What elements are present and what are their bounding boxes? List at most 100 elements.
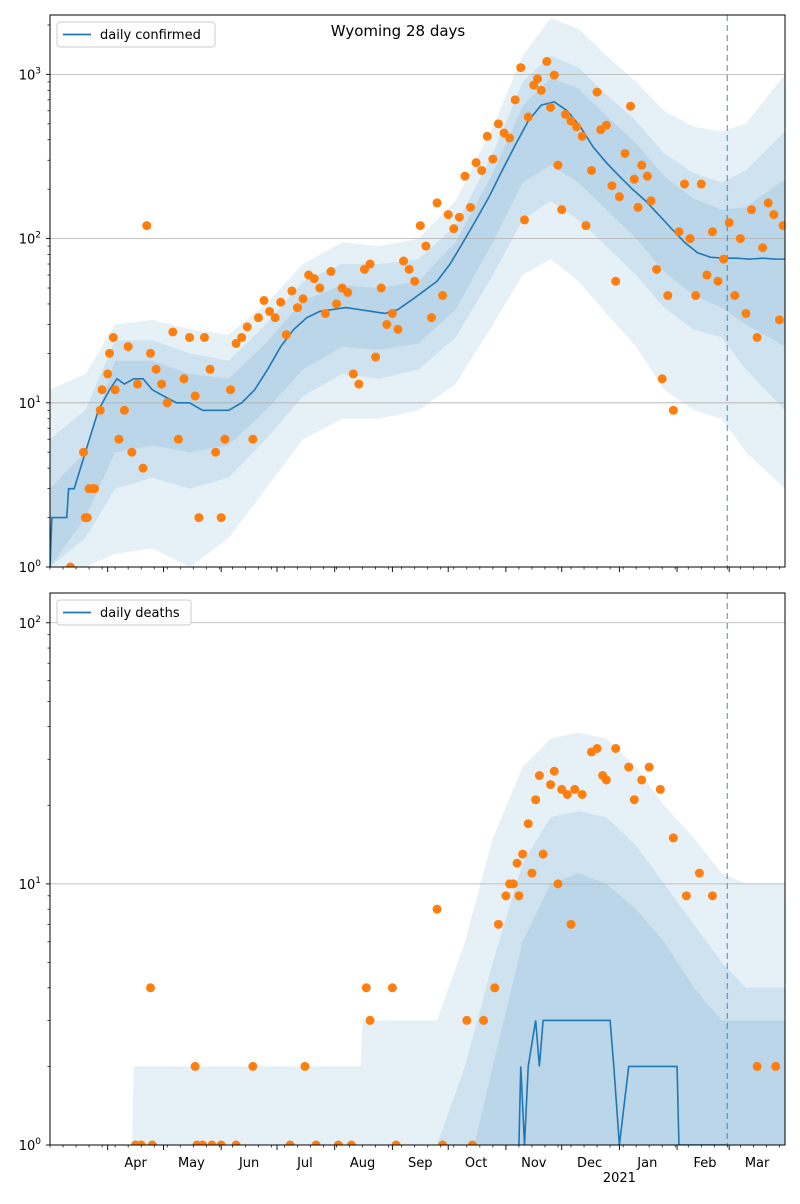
- data-point: [771, 1061, 781, 1071]
- data-point: [108, 332, 118, 342]
- data-point: [194, 513, 204, 523]
- data-point: [298, 294, 308, 304]
- data-point: [493, 119, 503, 129]
- data-point: [136, 1140, 146, 1145]
- y-tick-label: 100: [19, 1137, 42, 1154]
- data-point: [681, 891, 691, 901]
- data-point: [523, 819, 533, 829]
- x-tick-label: Jan: [636, 1156, 657, 1171]
- data-point: [724, 218, 734, 228]
- data-point: [527, 868, 537, 878]
- data-point: [553, 879, 563, 889]
- data-point: [127, 447, 137, 457]
- data-point: [443, 210, 453, 220]
- x-tick-label: Mar: [745, 1156, 770, 1171]
- data-point: [190, 391, 200, 401]
- chart-title: Wyoming 28 days: [331, 22, 466, 40]
- axes-frame: [49, 14, 786, 568]
- data-point: [490, 983, 500, 993]
- data-point: [637, 775, 647, 785]
- x-tick-label: Aug: [350, 1156, 375, 1171]
- data-point: [199, 332, 209, 342]
- data-point: [601, 120, 611, 130]
- data-point: [566, 919, 576, 929]
- data-point: [538, 849, 548, 859]
- x-tick-label: Oct: [465, 1156, 487, 1171]
- data-point: [629, 174, 639, 184]
- data-point: [680, 179, 690, 189]
- data-point: [752, 1061, 762, 1071]
- data-point: [549, 70, 559, 80]
- data-point: [82, 513, 92, 523]
- data-point: [707, 891, 717, 901]
- data-point: [542, 56, 552, 66]
- data-point: [421, 241, 431, 251]
- data-point: [637, 160, 647, 170]
- data-point: [533, 74, 543, 84]
- data-point: [259, 295, 269, 305]
- data-point: [562, 789, 572, 799]
- data-point: [668, 833, 678, 843]
- data-point: [320, 308, 330, 318]
- data-point: [477, 165, 487, 175]
- deaths-panel: 100 101 102 Apr May Jun Jul Aug Sep Oct Nov Dec Jan2…: [19, 592, 786, 1186]
- data-point: [387, 308, 397, 318]
- data-point: [553, 160, 563, 170]
- x-tick-label: Apr: [124, 1156, 147, 1171]
- data-point: [332, 299, 342, 309]
- data-point: [162, 398, 172, 408]
- data-point: [633, 202, 643, 212]
- data-point: [309, 274, 319, 284]
- data-point: [719, 254, 729, 264]
- data-point: [577, 131, 587, 141]
- outer-band: [50, 732, 785, 1145]
- data-point: [393, 324, 403, 334]
- data-point: [438, 1140, 448, 1145]
- data-point: [265, 306, 275, 316]
- data-point: [103, 369, 113, 379]
- data-point: [581, 221, 591, 231]
- legend-label: daily deaths: [100, 606, 180, 621]
- data-point: [348, 369, 358, 379]
- data-point: [536, 85, 546, 95]
- data-point: [438, 291, 448, 301]
- x-tick-label: Nov: [521, 1156, 547, 1171]
- data-point: [644, 762, 654, 772]
- data-point: [211, 447, 221, 457]
- middle-band: [50, 55, 785, 567]
- x-tick-label: Sep: [408, 1156, 433, 1171]
- data-point: [371, 352, 381, 362]
- data-point: [198, 1140, 208, 1145]
- data-point: [237, 332, 247, 342]
- data-point: [173, 434, 183, 444]
- data-point: [566, 116, 576, 126]
- data-point: [454, 212, 464, 222]
- data-point: [190, 1061, 200, 1071]
- data-point: [292, 303, 302, 313]
- data-point: [285, 1140, 295, 1145]
- data-point: [147, 1140, 157, 1145]
- data-point: [300, 1061, 310, 1071]
- data-point: [694, 868, 704, 878]
- data-point: [123, 342, 133, 352]
- data-point: [741, 308, 751, 318]
- data-point: [382, 319, 392, 329]
- data-point: [185, 332, 195, 342]
- data-point: [287, 286, 297, 296]
- data-point: [482, 131, 492, 141]
- data-point: [663, 291, 673, 301]
- data-point: [333, 1140, 343, 1145]
- data-point: [432, 198, 442, 208]
- data-point: [691, 291, 701, 301]
- data-point: [354, 379, 364, 389]
- data-point: [315, 283, 325, 293]
- data-point: [763, 198, 773, 208]
- data-point: [549, 766, 559, 776]
- data-point: [512, 858, 522, 868]
- data-point: [346, 1140, 356, 1145]
- data-point: [281, 330, 291, 340]
- confirmed-panel: 100 101 102 103 daily confirmed: [19, 14, 786, 576]
- data-point: [707, 227, 717, 237]
- data-point: [365, 259, 375, 269]
